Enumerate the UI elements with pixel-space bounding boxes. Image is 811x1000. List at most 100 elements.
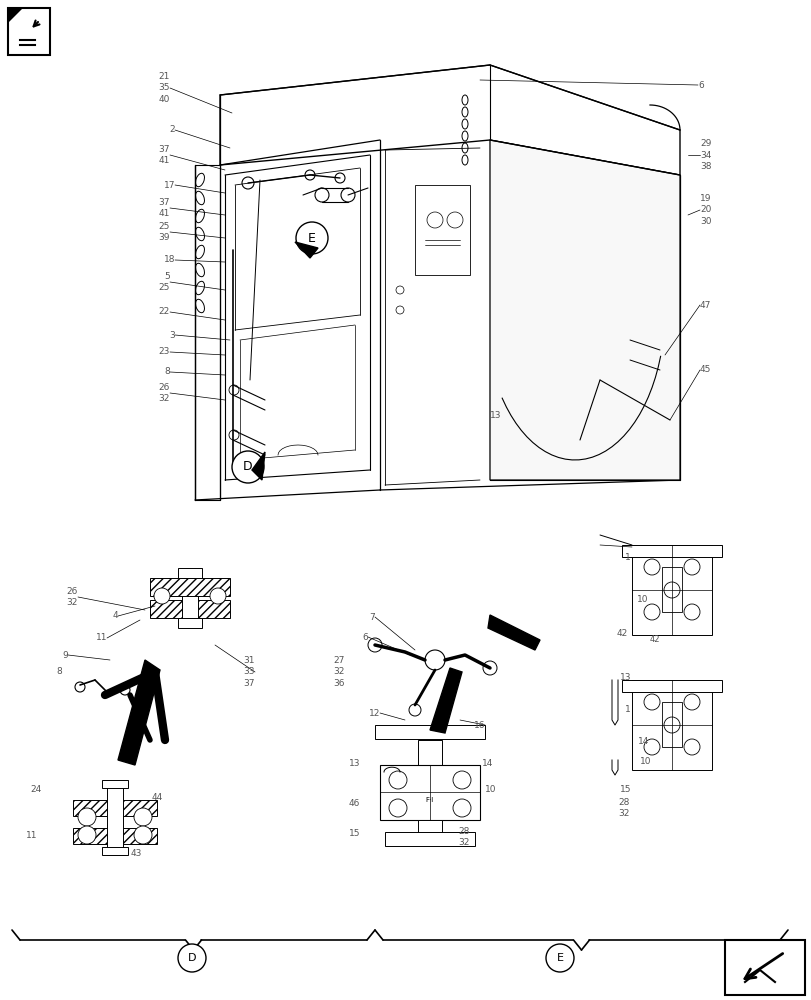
Bar [724,940,804,995]
Circle shape [424,650,444,670]
Text: 31
33
37: 31 33 37 [243,656,255,688]
Circle shape [78,808,96,826]
Polygon shape [430,668,461,733]
Circle shape [388,771,406,789]
Text: 6: 6 [697,81,703,90]
Text: 25
39: 25 39 [158,222,169,242]
Text: 43: 43 [131,848,142,857]
Bar [621,545,721,557]
Circle shape [483,661,496,675]
Bar [631,680,711,770]
Text: 42: 42 [649,636,659,645]
Polygon shape [294,242,318,258]
Text: 2: 2 [169,125,175,134]
Text: 6: 6 [362,633,367,642]
Circle shape [663,717,679,733]
Text: D: D [242,460,252,474]
Bar [182,575,198,625]
Text: 9: 9 [62,650,68,660]
Circle shape [232,451,264,483]
Text: 11: 11 [96,634,107,643]
Text: 29
34
38: 29 34 38 [699,139,710,171]
Text: 18: 18 [163,255,175,264]
Bar [661,702,681,747]
Bar [631,545,711,635]
Text: 4: 4 [112,611,118,620]
Bar [102,780,128,788]
Circle shape [409,704,420,716]
Circle shape [134,826,152,844]
Text: 11: 11 [25,830,37,840]
Text: 10: 10 [639,758,650,766]
Bar [150,578,230,596]
Text: 7: 7 [369,612,375,621]
Polygon shape [118,660,160,765]
Bar [107,785,122,855]
Text: 37
41: 37 41 [158,198,169,218]
Text: 10: 10 [636,595,648,604]
Bar [384,832,474,846]
Text: 44: 44 [152,792,163,802]
Text: E: E [556,953,563,963]
Text: 42: 42 [616,629,628,638]
Text: 14: 14 [481,758,492,768]
Polygon shape [489,140,679,480]
Text: D: D [187,953,196,963]
Bar [73,800,157,816]
Circle shape [120,685,130,695]
Circle shape [78,826,96,844]
Circle shape [683,604,699,620]
Text: 8: 8 [56,668,62,676]
Text: 46: 46 [348,798,359,808]
Text: 15: 15 [348,828,359,838]
Circle shape [643,559,659,575]
Text: 3: 3 [169,330,175,340]
Text: 24: 24 [31,786,42,794]
Text: 45: 45 [699,365,710,374]
Circle shape [178,944,206,972]
Polygon shape [251,452,264,480]
Polygon shape [8,8,22,22]
Circle shape [683,559,699,575]
Bar [178,568,202,578]
Text: 10: 10 [484,786,496,794]
Circle shape [388,799,406,817]
Circle shape [663,582,679,598]
Bar [418,820,441,832]
Circle shape [643,604,659,620]
Circle shape [683,739,699,755]
Circle shape [210,588,225,604]
Circle shape [453,771,470,789]
Text: 28
32: 28 32 [458,827,470,847]
Text: 27
32
36: 27 32 36 [333,656,345,688]
Circle shape [643,739,659,755]
Circle shape [367,638,381,652]
Text: 5
25: 5 25 [158,272,169,292]
Text: 15: 15 [620,786,631,794]
Bar [73,828,157,844]
Text: 22: 22 [159,308,169,316]
Text: 16: 16 [473,720,484,730]
Circle shape [75,682,85,692]
Text: 1: 1 [624,554,630,562]
Circle shape [545,944,573,972]
Text: 14: 14 [637,738,649,746]
Bar [102,847,128,855]
Text: 23: 23 [158,348,169,357]
Bar [380,765,479,820]
Text: 17: 17 [163,180,175,190]
Text: 8: 8 [164,367,169,376]
Circle shape [134,808,152,826]
Circle shape [453,799,470,817]
Text: 26
32: 26 32 [67,587,78,607]
Bar [621,680,721,692]
Bar [178,618,202,628]
Text: 28
32: 28 32 [617,798,629,818]
Bar [375,725,484,739]
Text: 13: 13 [489,410,501,420]
Text: 37
41: 37 41 [158,145,169,165]
Circle shape [296,222,328,254]
Text: 47: 47 [699,300,710,310]
Bar [414,185,470,275]
Bar [418,740,441,765]
